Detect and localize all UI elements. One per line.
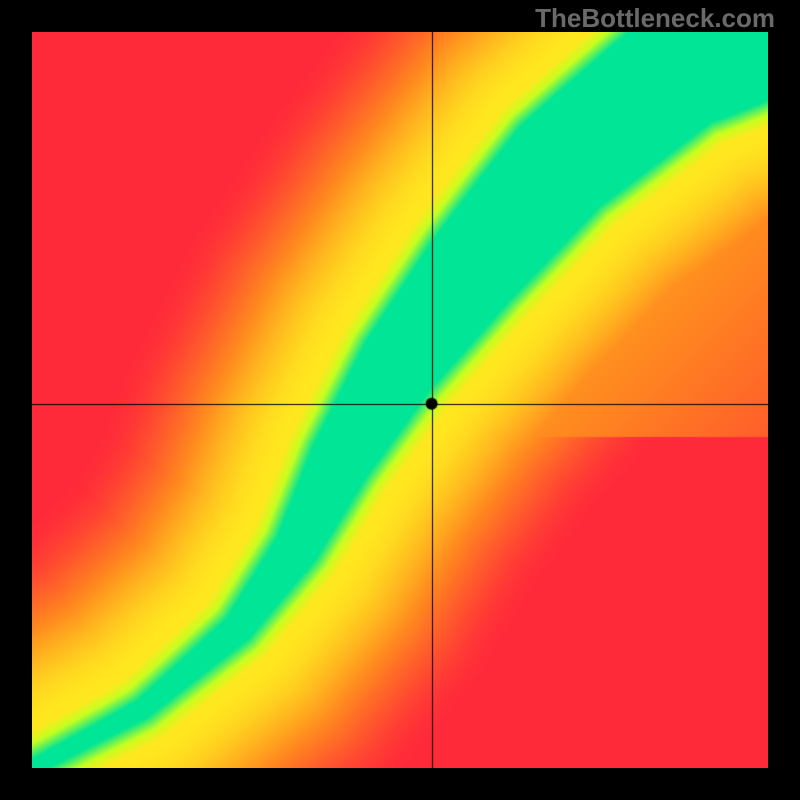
bottleneck-heatmap-canvas: [32, 32, 768, 768]
chart-frame: [32, 32, 768, 768]
watermark-text: TheBottleneck.com: [535, 3, 775, 34]
